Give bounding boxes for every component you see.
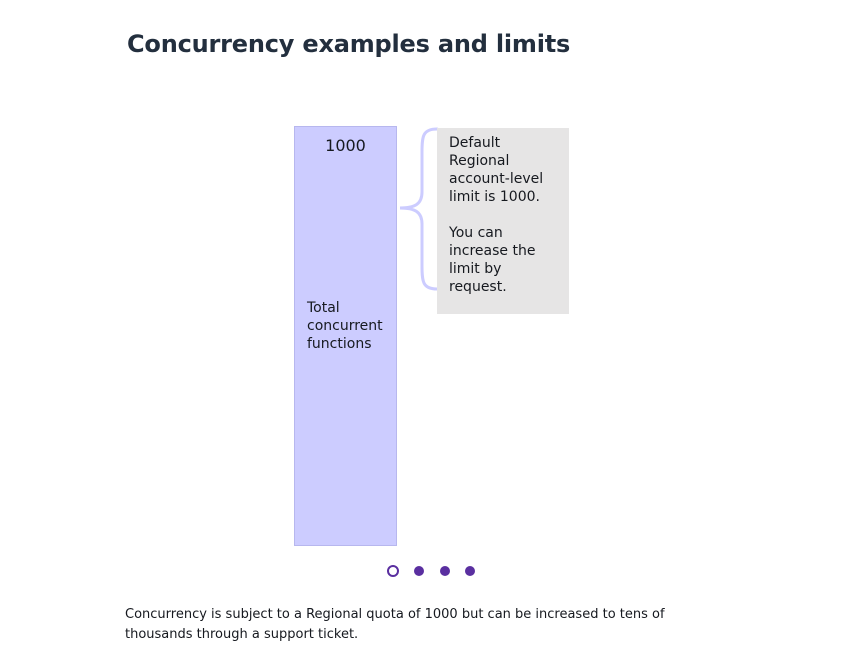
- bar-description-label: Total concurrent functions: [307, 300, 383, 352]
- bar-value-label: 1000: [325, 136, 366, 155]
- carousel-dot-4[interactable]: [465, 566, 475, 576]
- curly-brace-path: [399, 127, 439, 291]
- carousel-dot-1[interactable]: [387, 565, 399, 577]
- total-concurrency-bar: 1000 Total concurrent functions: [294, 126, 397, 546]
- callout-increase-text: You can increase the limit by request.: [449, 225, 536, 295]
- carousel-dot-2[interactable]: [414, 566, 424, 576]
- slide-caption: Concurrency is subject to a Regional quo…: [125, 607, 665, 642]
- curly-brace-icon: [399, 127, 439, 291]
- carousel-dot-3[interactable]: [440, 566, 450, 576]
- page-title: Concurrency examples and limits: [127, 30, 571, 58]
- limit-callout-box: Default Regional account-level limit is …: [437, 128, 569, 314]
- callout-default-limit-text: Default Regional account-level limit is …: [449, 135, 544, 205]
